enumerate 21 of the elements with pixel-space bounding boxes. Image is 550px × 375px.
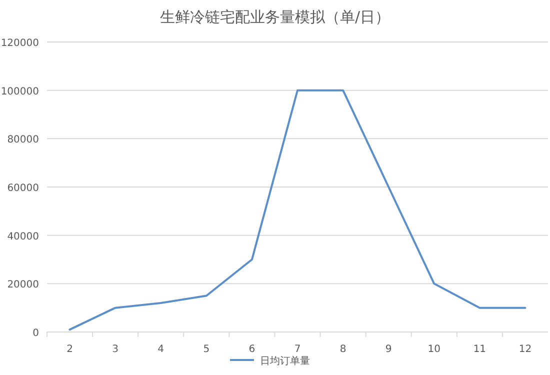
x-tick-label: 4 [158, 344, 164, 355]
y-tick-label: 40000 [7, 231, 39, 242]
legend-label: 日均订单量 [260, 355, 310, 367]
y-tick-label: 20000 [7, 280, 39, 291]
x-tick-label: 10 [428, 344, 441, 355]
chart-title: 生鲜冷链宅配业务量模拟（单/日） [160, 8, 390, 26]
y-tick-label: 0 [32, 328, 39, 339]
x-tick-label: 8 [340, 344, 346, 355]
x-tick-label: 12 [518, 344, 532, 355]
x-tick-label: 9 [385, 344, 392, 355]
x-tick-label: 5 [203, 344, 210, 355]
x-tick-label: 3 [112, 344, 119, 355]
y-tick-label: 80000 [7, 134, 39, 146]
x-tick-label: 2 [66, 344, 73, 355]
y-tick-label: 60000 [7, 183, 39, 194]
x-tick-label: 7 [294, 344, 301, 355]
line-series [68, 89, 526, 331]
y-tick-label: 100000 [0, 86, 39, 98]
x-tick-label: 6 [248, 344, 256, 355]
x-tick-label: 11 [473, 344, 486, 355]
y-tick-label: 120000 [0, 38, 39, 49]
